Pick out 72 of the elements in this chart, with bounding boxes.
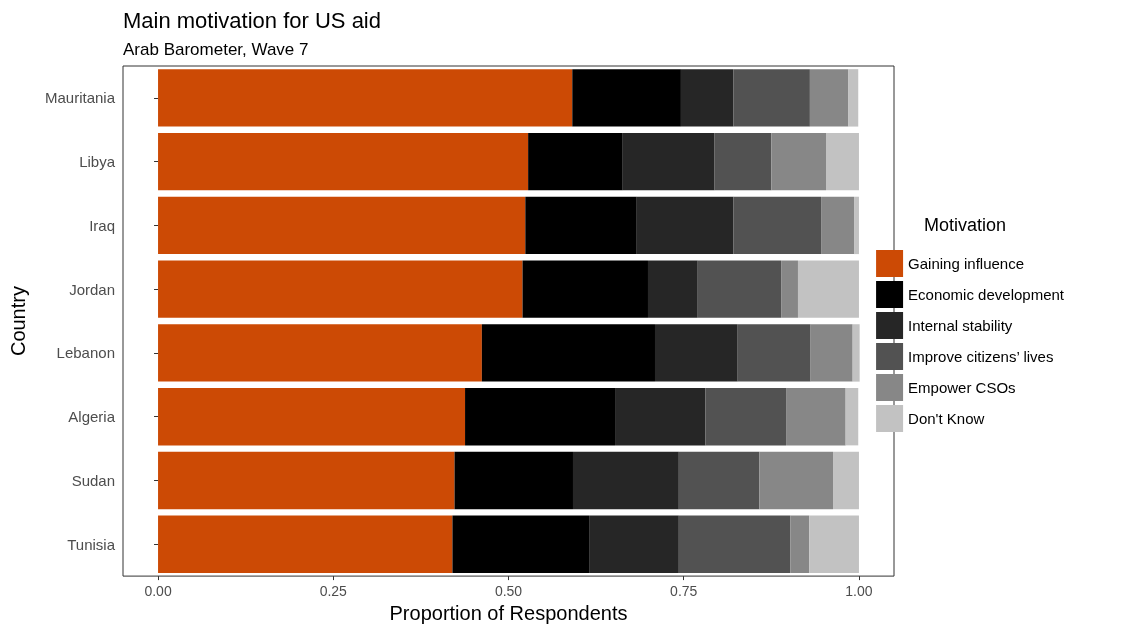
bar <box>678 515 791 573</box>
bar <box>589 515 679 573</box>
bar <box>647 260 698 318</box>
x-tick-label: 0.00 <box>144 583 172 600</box>
bar <box>522 260 648 318</box>
bar <box>759 451 834 510</box>
bar <box>854 196 859 255</box>
bar <box>705 388 787 446</box>
chart-title: Main motivation for US aid <box>123 7 381 33</box>
bar <box>848 69 859 127</box>
bar <box>615 388 706 446</box>
bar <box>810 324 853 382</box>
bar <box>737 324 811 382</box>
y-axis-title: Country <box>7 286 29 357</box>
bar <box>158 196 526 255</box>
bar <box>714 132 772 191</box>
legend-title: Motivation <box>924 215 1007 235</box>
y-tick-label: Algeria <box>68 408 116 426</box>
bar <box>528 132 623 191</box>
bar <box>158 515 453 573</box>
y-tick-label: Mauritania <box>44 89 116 107</box>
bar <box>833 451 859 510</box>
x-axis-title: Proportion of Respondents <box>389 602 628 624</box>
bar <box>654 324 738 382</box>
bar <box>821 196 855 255</box>
x-tick-label: 0.75 <box>670 583 698 600</box>
legend-label: Internal stability <box>908 317 1013 334</box>
legend-label: Improve citizens’ lives <box>908 348 1054 365</box>
bar <box>158 69 573 127</box>
bar <box>158 260 523 318</box>
x-tick-label: 1.00 <box>845 583 873 600</box>
bar <box>636 196 734 255</box>
bar <box>622 132 715 191</box>
bar <box>158 388 466 446</box>
bar <box>809 69 849 127</box>
y-tick-label: Lebanon <box>56 344 115 362</box>
bar <box>678 451 760 510</box>
legend-label: Don't Know <box>908 410 985 427</box>
bar <box>771 132 827 191</box>
bar <box>158 451 455 510</box>
y-tick-label: Libya <box>79 153 116 171</box>
bar <box>481 324 655 382</box>
bar <box>845 388 859 446</box>
legend-label: Gaining influence <box>908 255 1024 272</box>
y-tick-label: Iraq <box>89 216 115 234</box>
bar <box>572 451 679 510</box>
bar <box>826 132 859 191</box>
y-tick-label: Jordan <box>69 280 115 298</box>
bar <box>465 388 616 446</box>
bar <box>809 515 859 573</box>
bar <box>781 260 798 318</box>
bar <box>790 515 810 573</box>
bar <box>454 451 573 510</box>
x-tick-label: 0.50 <box>494 583 523 600</box>
bar <box>733 69 810 127</box>
bar <box>680 69 734 127</box>
legend-label: Economic development <box>908 286 1065 303</box>
bar <box>697 260 782 318</box>
bar <box>572 69 681 127</box>
bar <box>525 196 637 255</box>
x-tick-label: 0.25 <box>319 583 348 600</box>
y-tick-label: Tunisia <box>67 535 116 553</box>
bar <box>733 196 822 255</box>
bar <box>786 388 846 446</box>
bar <box>452 515 590 573</box>
bar <box>797 260 859 318</box>
chart-subtitle: Arab Barometer, Wave 7 <box>123 40 309 59</box>
bar <box>158 324 482 382</box>
bar <box>158 132 529 191</box>
bar <box>852 324 860 382</box>
y-tick-label: Sudan <box>71 471 115 489</box>
legend-label: Empower CSOs <box>908 379 1016 396</box>
